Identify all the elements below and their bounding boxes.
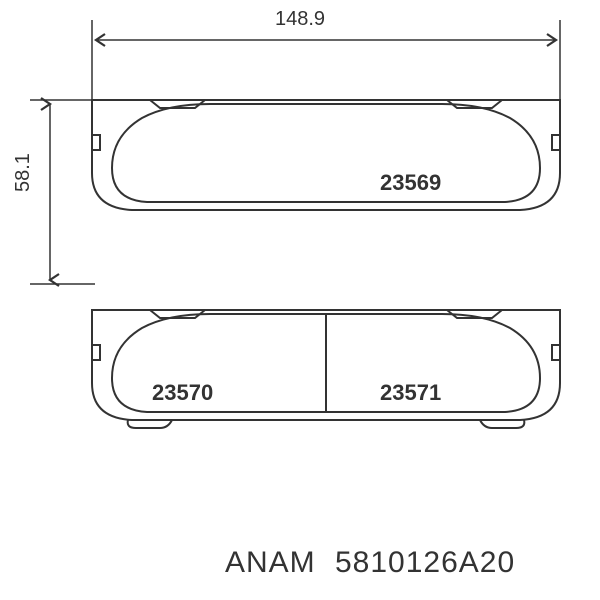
width-dimension: 148.9 [0,8,600,31]
footer-brand: ANAM [225,546,316,580]
bottom-pad-right-partno: 23571 [380,380,441,406]
height-dimension: 58.1 [12,153,35,192]
bottom-pad-left-partno: 23570 [152,380,213,406]
diagram-svg [0,0,600,600]
top-pad-partno: 23569 [380,170,441,196]
diagram-canvas: 148.9 58.1 23569 23570 23571 ANAM 581012… [0,0,600,600]
footer-code: 5810126A20 [335,546,515,580]
